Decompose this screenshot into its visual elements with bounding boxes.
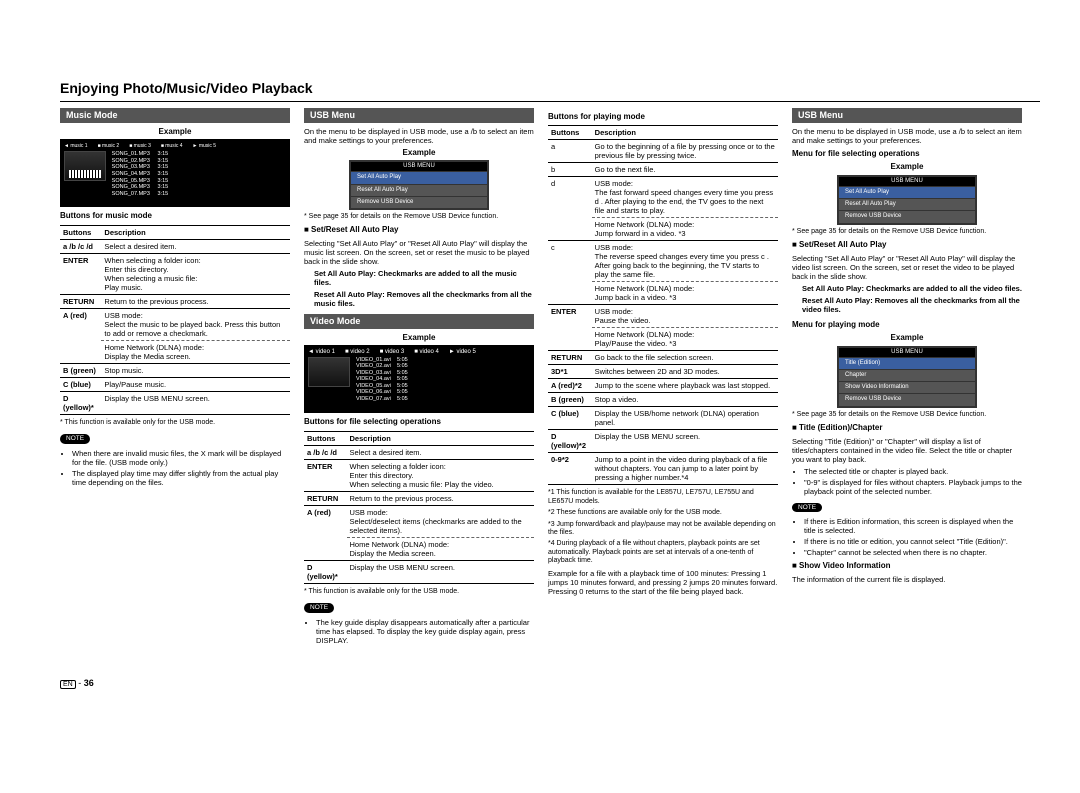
example-label: Example [792,162,1022,172]
title-chapter-notes: If there is Edition information, this sc… [792,517,1022,557]
piano-icon [64,151,106,181]
set-reset-body-2: Selecting "Set All Auto Play" or "Reset … [792,254,1022,281]
playing-mode-table: ButtonsDescription aGo to the beginning … [548,125,778,485]
menu-file-head: Menu for file selecting operations [792,149,1022,159]
show-video-head: ■ Show Video Information [792,561,1022,571]
example-label: Example [304,333,534,343]
video-file-table: ButtonsDescription a /b /c /dSelect a de… [304,431,534,584]
buttons-music-head: Buttons for music mode [60,211,290,221]
music-tab: ■ music 2 [98,143,120,149]
music-notes: When there are invalid music files, the … [60,449,290,487]
usb-menu-header: USB Menu [304,108,534,123]
column-4: USB Menu On the menu to be displayed in … [792,108,1022,648]
track: SONG_06.MP3 [112,184,150,190]
video-example-screen: ◄ video 1 ■ video 2 ■ video 3 ■ video 4 … [304,345,534,413]
video-mode-header: Video Mode [304,314,534,329]
music-mode-header: Music Mode [60,108,290,123]
music-example-screen: ◄ music 1 ■ music 2 ■ music 3 ■ music 4 … [60,139,290,207]
music-tab: ◄ music 1 [64,143,88,149]
title-chapter-bullets: The selected title or chapter is played … [792,467,1022,496]
th-desc: Description [101,225,290,239]
music-tab: ► music 5 [193,143,217,149]
th-buttons: Buttons [60,225,101,239]
note-badge: NOTE [304,603,334,613]
track: SONG_07.MP3 [112,191,150,197]
buttons-playing-head: Buttons for playing mode [548,112,778,122]
example-label: Example [792,333,1022,343]
track: SONG_02.MP3 [112,158,150,164]
usb-menu-header-2: USB Menu [792,108,1022,123]
set-reset-head-2: ■ Set/Reset All Auto Play [792,240,1022,250]
show-video-body: The information of the current file is d… [792,575,1022,584]
set-reset-head: ■ Set/Reset All Auto Play [304,225,534,235]
music-tab: ■ music 3 [129,143,151,149]
video-thumb-icon [308,357,350,387]
footnote: * This function is available only for th… [304,588,534,596]
music-tab: ■ music 4 [161,143,183,149]
track: SONG_03.MP3 [112,164,150,170]
usb-menu-screen-c4b: USB MENU Title (Edition) Chapter Show Vi… [837,346,977,408]
see-page-footnote: * See page 35 for details on the Remove … [792,228,1022,236]
footnote: * This function is available only for th… [60,419,290,427]
usb-intro-2: On the menu to be displayed in USB mode,… [792,127,1022,145]
buttons-file-head: Buttons for file selecting operations [304,417,534,427]
note-item: The displayed play time may differ sligh… [72,469,290,487]
footnote: *3 Jump forward/back and play/pause may … [548,521,778,538]
en-badge: EN [60,680,76,689]
see-page-footnote: * See page 35 for details on the Remove … [792,411,1022,419]
title-rule [60,101,1040,102]
page-title: Enjoying Photo/Music/Video Playback [60,80,1040,97]
example-label: Example [60,127,290,137]
note-item: When there are invalid music files, the … [72,449,290,467]
track: SONG_01.MP3 [112,151,150,157]
see-page-footnote: * See page 35 for details on the Remove … [304,213,534,221]
video-notes: The key guide display disappears automat… [304,618,534,645]
footnote: *2 These functions are available only fo… [548,509,778,517]
track: SONG_05.MP3 [112,178,150,184]
menu-playing-head: Menu for playing mode [792,320,1022,330]
usb-menu-screen: USB MENU Set All Auto Play Reset All Aut… [349,160,489,210]
columns-container: Music Mode Example ◄ music 1 ■ music 2 ■… [60,108,1040,648]
page-number: EN - 36 [60,678,1040,689]
column-2: USB Menu On the menu to be displayed in … [304,108,534,648]
title-chapter-head: ■ Title (Edition)/Chapter [792,423,1022,433]
usb-intro: On the menu to be displayed in USB mode,… [304,127,534,145]
column-1: Music Mode Example ◄ music 1 ■ music 2 ■… [60,108,290,648]
set-reset-body: Selecting "Set All Auto Play" or "Reset … [304,239,534,266]
usb-menu-screen-c4a: USB MENU Set All Auto Play Reset All Aut… [837,175,977,225]
music-buttons-table: ButtonsDescription a /b /c /dSelect a de… [60,225,290,415]
example-text: Example for a file with a playback time … [548,569,778,596]
reset-all-text: Reset All Auto Play: Removes all the che… [304,290,534,308]
note-badge: NOTE [792,503,822,513]
column-3: Buttons for playing mode ButtonsDescript… [548,108,778,648]
track: SONG_04.MP3 [112,171,150,177]
footnote: *4 During playback of a file without cha… [548,540,778,565]
footnote: *1 This function is available for the LE… [548,489,778,506]
note-badge: NOTE [60,434,90,444]
example-label: Example [304,148,534,158]
set-all-text: Set All Auto Play: Checkmarks are added … [304,269,534,287]
title-chapter-body: Selecting "Title (Edition)" or "Chapter"… [792,437,1022,464]
